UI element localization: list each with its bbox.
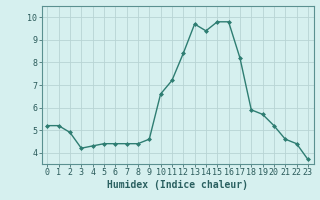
X-axis label: Humidex (Indice chaleur): Humidex (Indice chaleur) — [107, 180, 248, 190]
